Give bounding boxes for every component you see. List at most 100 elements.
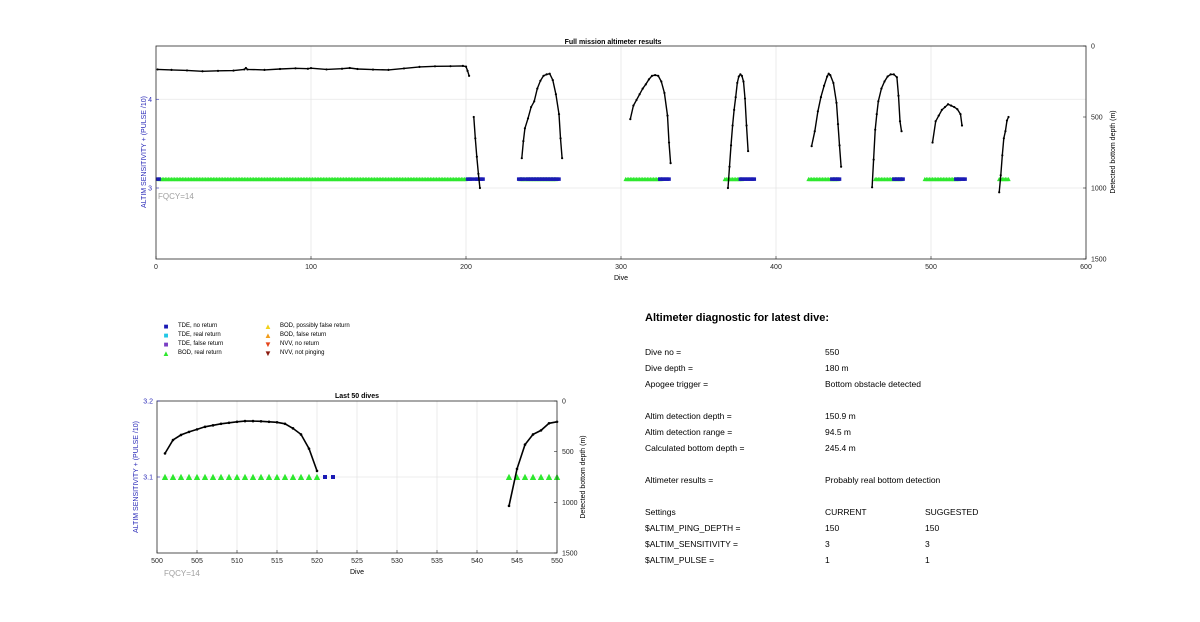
bottom-depth-line	[521, 72, 563, 159]
bottom-depth-point	[315, 469, 319, 473]
bod-real-return-marker	[161, 473, 169, 480]
chart1-fqcy-annotation: FQCY=14	[158, 192, 194, 201]
full-mission-chart: Full mission altimeter results 0 100 200 30…	[141, 39, 1117, 282]
y-tick-label-left: 3	[148, 186, 152, 193]
diagnostic-label: Apogee trigger =	[645, 379, 709, 389]
bottom-depth-point	[542, 74, 545, 77]
bottom-depth-point	[822, 84, 826, 87]
chart1-title: Full mission altimeter results	[565, 39, 662, 46]
legend-item-nvv-not-pinging: ▼ NVV, not pinging	[262, 349, 324, 358]
x-tick-label: 400	[770, 264, 782, 271]
bottom-depth-point	[466, 69, 469, 72]
bod-real-return-marker	[313, 473, 321, 480]
tde-no-return-marker	[963, 177, 967, 181]
chart2-title: Last 50 dives	[335, 393, 379, 400]
bottom-depth-point	[1005, 119, 1009, 122]
bod-real-return-marker	[289, 473, 297, 480]
bottom-depth-point	[895, 76, 899, 79]
x-tick-label: 200	[460, 264, 472, 271]
setting-label: $ALTIM_SENSITIVITY =	[645, 539, 738, 549]
bottom-depth-point	[934, 120, 937, 123]
settings-header-suggested: SUGGESTED	[925, 507, 979, 517]
bottom-depth-point	[650, 74, 654, 77]
bottom-depth-point	[629, 118, 632, 121]
settings-header-label: Settings	[645, 507, 676, 517]
diagnostic-row-calculated-bottom-depth: Calculated bottom depth = 245.4 m	[645, 443, 1165, 455]
bottom-depth-point	[877, 100, 880, 103]
bod-real-return-marker	[201, 473, 209, 480]
bod-real-return-marker	[1006, 176, 1011, 182]
bottom-depth-point	[734, 96, 737, 99]
bottom-depth-line	[727, 73, 749, 189]
tde-no-return-marker	[901, 177, 905, 181]
bottom-depth-point	[733, 108, 736, 111]
bottom-depth-point	[475, 155, 478, 158]
y-tick-label-right: 1000	[1091, 186, 1107, 193]
bottom-depth-line	[810, 72, 842, 167]
bottom-depth-point	[551, 78, 554, 82]
bottom-depth-point	[657, 74, 660, 77]
bottom-depth-point	[526, 117, 530, 120]
x-tick-label: 550	[551, 558, 563, 565]
bottom-depth-point	[836, 123, 840, 126]
y-tick-label-right: 500	[562, 449, 574, 456]
bottom-depth-point	[654, 74, 657, 77]
bottom-depth-point	[171, 438, 175, 442]
bottom-depth-point	[523, 443, 527, 446]
bottom-depth-point	[507, 504, 511, 508]
chart1-y-label-left: ALTIM SENSITIVITY + (PULSE /10)	[141, 96, 148, 208]
diagnostic-label: Altimeter results =	[645, 475, 714, 485]
bottom-depth-point	[219, 422, 223, 426]
bottom-depth-point	[740, 74, 744, 77]
bottom-depth-point	[477, 172, 480, 175]
bottom-depth-point	[872, 158, 875, 161]
chart2-x-label: Dive	[350, 569, 364, 576]
bod-real-return-marker	[233, 473, 241, 480]
bottom-depth-point	[641, 87, 644, 90]
chart1-y-ticks-right: 0 500 1000 1500	[1083, 44, 1107, 264]
triangle-down-marker-icon: ▼	[264, 339, 272, 349]
diagnostic-label: Altim detection range =	[645, 427, 733, 437]
diagnostic-value: 150.9 m	[825, 411, 856, 421]
bottom-depth-point	[433, 65, 437, 68]
bottom-depth-point	[449, 65, 452, 68]
diagnostic-row-dive-depth: Dive depth = 180 m	[645, 363, 1165, 375]
y-tick-label-right: 500	[1091, 115, 1103, 122]
bottom-depth-point	[187, 430, 191, 434]
bottom-depth-point	[232, 69, 235, 72]
bottom-depth-point	[731, 124, 734, 127]
diagnostic-value: 94.5 m	[825, 427, 851, 437]
bottom-depth-point	[892, 73, 895, 76]
diagnostic-label: Calculated bottom depth =	[645, 443, 745, 453]
bottom-depth-point	[244, 66, 247, 70]
legend-item-tde-real-return: ■ TDE, real return	[160, 331, 221, 340]
bottom-depth-point	[468, 74, 471, 77]
y-tick-label-right: 0	[562, 399, 566, 406]
x-tick-label: 505	[191, 558, 203, 565]
bottom-depth-point	[299, 433, 303, 436]
bottom-depth-point	[647, 78, 651, 81]
bottom-depth-point	[356, 67, 359, 71]
bottom-depth-point	[953, 105, 956, 109]
x-tick-label: 0	[154, 264, 158, 271]
diagnostic-value: 180 m	[825, 363, 849, 373]
bod-real-return-marker	[505, 473, 513, 480]
bottom-depth-point	[545, 73, 548, 76]
bottom-depth-point	[950, 104, 953, 107]
x-tick-label: 500	[151, 558, 163, 565]
bottom-depth-point	[156, 68, 159, 71]
bottom-depth-line	[164, 420, 318, 472]
bottom-depth-point	[554, 93, 558, 96]
bottom-depth-point	[883, 80, 886, 83]
bottom-depth-point	[743, 97, 747, 100]
bottom-depth-point	[251, 419, 255, 423]
bottom-depth-point	[900, 130, 903, 133]
bod-real-return-marker	[545, 473, 553, 480]
bottom-depth-line	[629, 74, 672, 164]
chart1-y-ticks-left: 34	[148, 97, 159, 193]
bottom-depth-point	[835, 101, 838, 104]
bottom-depth-point	[669, 162, 672, 165]
legend-item-bod-false-return: ▲ BOD, false return	[262, 331, 326, 340]
bottom-depth-point	[283, 422, 287, 426]
